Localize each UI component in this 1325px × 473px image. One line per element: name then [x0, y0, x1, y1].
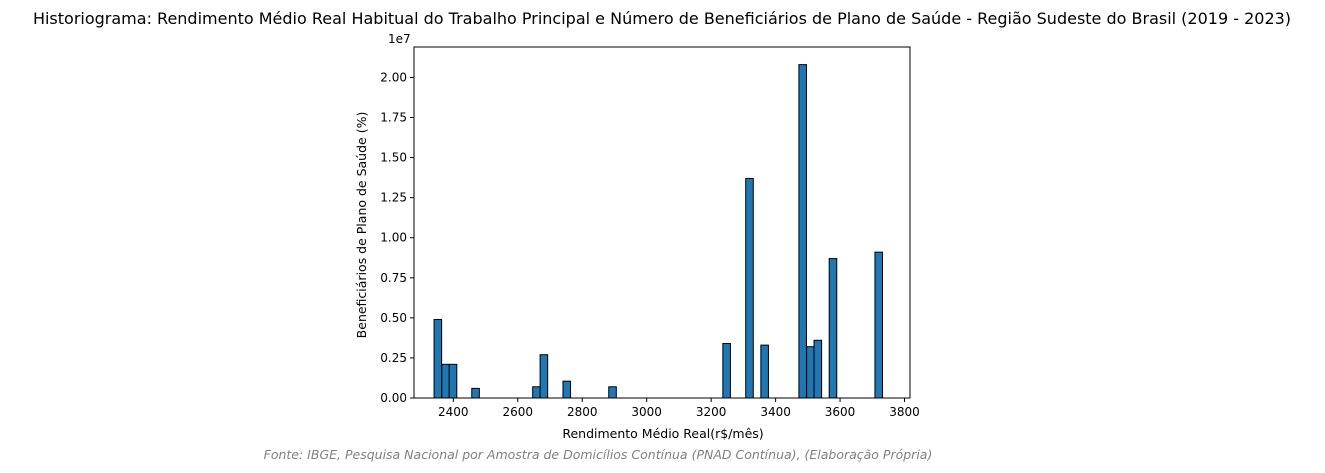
histogram-bar-15	[828, 258, 838, 399]
y-tick-label: 1.00	[380, 231, 407, 245]
y-tick-label: 0.25	[380, 351, 407, 365]
y-tick-label: 1.50	[380, 151, 407, 165]
x-tick-label: 3400	[760, 405, 791, 419]
histogram-bar-4	[471, 387, 480, 399]
y-axis-label: Beneficiários de Plano de Saúde (%)	[354, 112, 369, 339]
y-tick-label: 1.75	[380, 111, 407, 125]
y-tick-label: 0.00	[380, 391, 407, 405]
plot-frame	[413, 46, 911, 399]
histogram-bar-3	[448, 363, 458, 399]
y-tick-label: 0.50	[380, 311, 407, 325]
histogram-bar-13	[806, 346, 815, 399]
chart-title: Historiograma: Rendimento Médio Real Hab…	[33, 9, 1291, 28]
histogram-bar-1	[433, 318, 443, 399]
x-tick-label: 3000	[631, 405, 662, 419]
x-axis-ticks: 2400 2600 2800 3000 3200 3400 3600 3800	[438, 398, 920, 419]
histogram-bar-8	[608, 386, 617, 399]
histogram-bar-12	[798, 64, 807, 399]
y-axis-offset-label: 1e7	[388, 32, 411, 46]
histogram-bar-10	[745, 177, 754, 399]
x-tick-label: 2600	[503, 405, 534, 419]
source-note: Fonte: IBGE, Pesquisa Nacional por Amost…	[263, 447, 933, 462]
histogram-bar-9	[722, 343, 731, 399]
histogram-bar-6	[539, 354, 549, 399]
histogram-bar-14	[813, 339, 823, 399]
y-tick-label: 1.25	[380, 191, 407, 205]
x-tick-label: 2400	[438, 405, 469, 419]
y-axis-ticks: 0.00 0.25 0.50 0.75 1.00 1.25 1.50 1.75 2.00	[380, 70, 414, 405]
histogram-bar-7	[562, 380, 572, 399]
histogram-bar-16	[874, 251, 884, 399]
x-tick-label: 3600	[825, 405, 856, 419]
x-axis-label: Rendimento Médio Real(r$/mês)	[562, 426, 763, 441]
bars-layer	[433, 64, 884, 399]
x-tick-label: 3200	[696, 405, 727, 419]
histogram-bar-5	[532, 386, 541, 399]
histogram-bar-11	[760, 344, 769, 399]
y-tick-label: 2.00	[380, 70, 407, 84]
y-tick-label: 0.75	[380, 271, 407, 285]
x-tick-label: 2800	[567, 405, 598, 419]
histogram-bar-2	[441, 363, 450, 399]
x-tick-label: 3800	[889, 405, 920, 419]
